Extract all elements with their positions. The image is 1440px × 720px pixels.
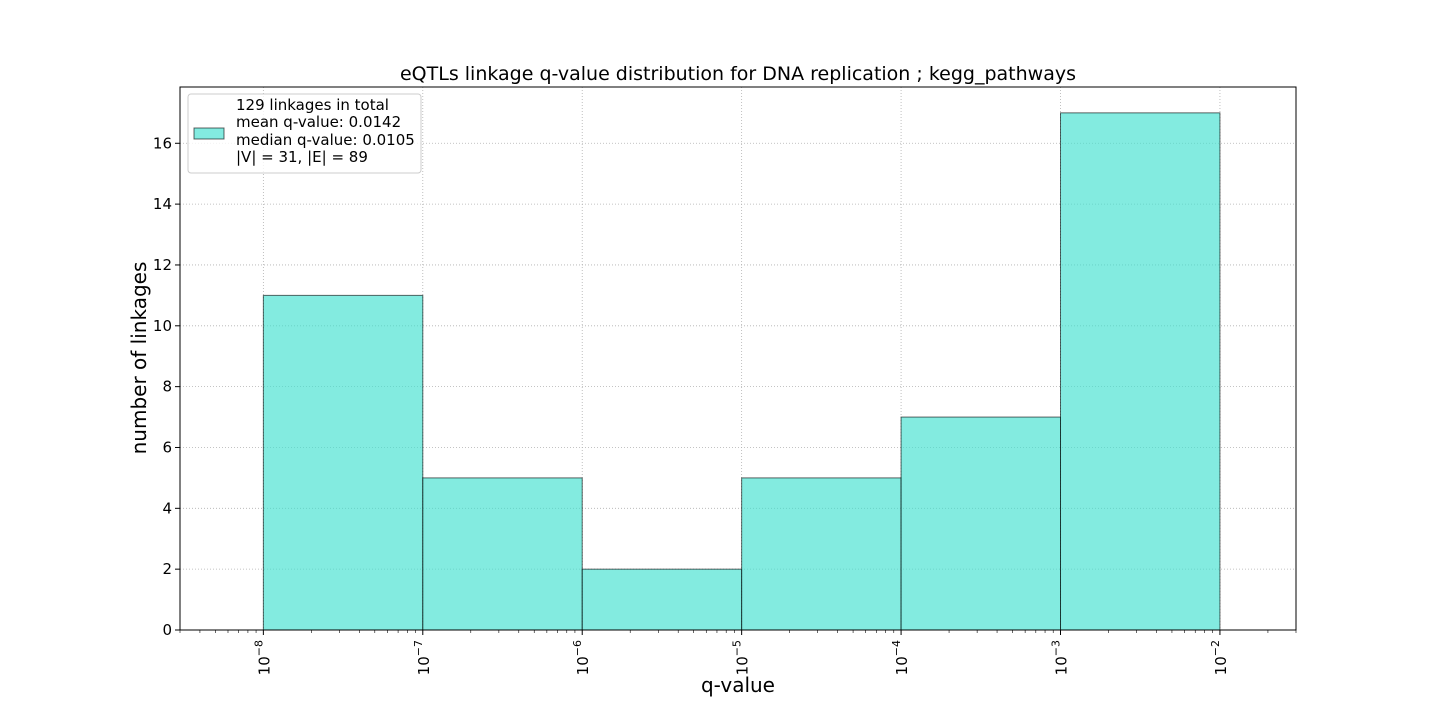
legend-line-total: 129 linkages in total bbox=[236, 96, 389, 114]
x-tick-label: 10−7 bbox=[412, 640, 433, 675]
chart-title: eQTLs linkage q-value distribution for D… bbox=[400, 63, 1076, 85]
histogram-bar bbox=[581, 568, 743, 631]
x-tick-label: 10−4 bbox=[890, 640, 911, 675]
y-axis-label: number of linkages bbox=[127, 262, 151, 455]
x-tick-label: 10−8 bbox=[252, 640, 273, 675]
y-tick-label: 0 bbox=[162, 621, 172, 639]
y-tick-label: 6 bbox=[162, 438, 172, 456]
y-tick-label: 16 bbox=[153, 134, 172, 152]
x-axis-ticks: 10−810−710−610−510−410−310−2 bbox=[179, 630, 1297, 675]
y-axis-ticks: 0 2 4 6 8 10 12 14 16 bbox=[153, 134, 180, 639]
x-axis-label: q-value bbox=[701, 673, 775, 697]
legend-line-mean: mean q-value: 0.0142 bbox=[236, 113, 401, 131]
y-tick-label: 8 bbox=[162, 378, 172, 396]
x-tick-exponent: −2 bbox=[1209, 640, 1222, 656]
x-tick-base: 10 bbox=[734, 656, 752, 675]
x-tick-exponent: −7 bbox=[412, 640, 425, 656]
y-tick-label: 14 bbox=[153, 195, 172, 213]
x-tick-base: 10 bbox=[255, 656, 273, 675]
y-tick-label: 12 bbox=[153, 256, 172, 274]
histogram-bar bbox=[741, 477, 902, 631]
legend: 129 linkages in total mean q-value: 0.01… bbox=[187, 93, 422, 174]
legend-line-graph-size: |V| = 31, |E| = 89 bbox=[236, 148, 368, 166]
legend-swatch bbox=[193, 127, 225, 140]
x-tick-label: 10−6 bbox=[571, 640, 592, 675]
x-tick-label: 10−3 bbox=[1050, 640, 1071, 675]
x-tick-exponent: −6 bbox=[571, 640, 584, 656]
y-tick-label: 10 bbox=[153, 317, 172, 335]
x-tick-label: 10−2 bbox=[1209, 640, 1230, 675]
y-tick-label: 4 bbox=[162, 499, 172, 517]
x-tick-base: 10 bbox=[1212, 656, 1230, 675]
histogram-bar bbox=[1060, 112, 1221, 631]
x-tick-base: 10 bbox=[893, 656, 911, 675]
histogram-bar bbox=[422, 477, 583, 631]
y-tick-label: 2 bbox=[162, 560, 172, 578]
x-tick-base: 10 bbox=[415, 656, 433, 675]
x-tick-exponent: −4 bbox=[890, 640, 903, 656]
histogram-bar bbox=[262, 294, 424, 631]
histogram-bar bbox=[900, 416, 1062, 631]
x-tick-exponent: −3 bbox=[1050, 640, 1063, 656]
legend-line-median: median q-value: 0.0105 bbox=[236, 131, 415, 149]
x-tick-exponent: −5 bbox=[731, 640, 744, 656]
x-tick-label: 10−5 bbox=[731, 640, 752, 675]
x-tick-base: 10 bbox=[1053, 656, 1071, 675]
plot-frame bbox=[179, 86, 1297, 631]
legend-box bbox=[187, 93, 422, 174]
x-tick-exponent: −8 bbox=[252, 640, 265, 656]
x-tick-base: 10 bbox=[574, 656, 592, 675]
